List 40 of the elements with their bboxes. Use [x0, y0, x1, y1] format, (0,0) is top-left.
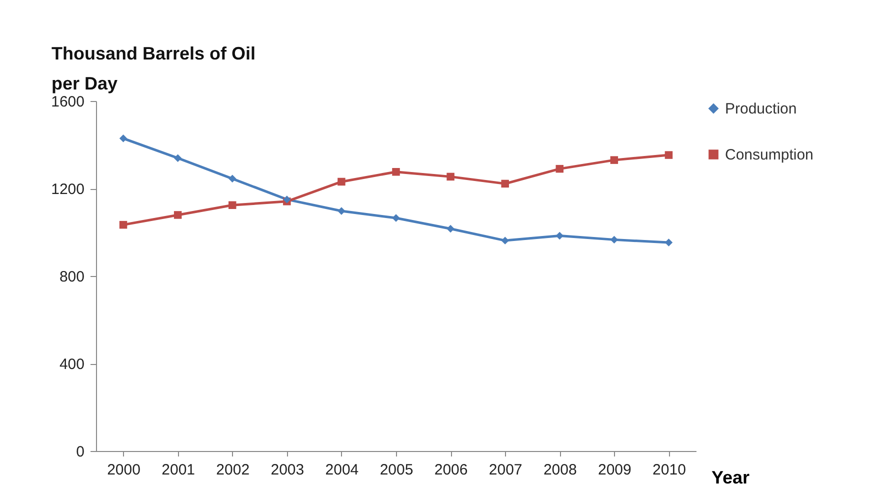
point: [446, 224, 454, 233]
x-tick-label: 2007: [488, 462, 522, 478]
y-tick-label: 1200: [51, 181, 84, 198]
point: [174, 154, 182, 162]
x-tick-label: 2001: [162, 462, 196, 478]
point: [664, 238, 673, 246]
y-tick-label: 800: [59, 268, 84, 286]
legend-label: Production: [725, 100, 797, 118]
x-tick-label: 2010: [652, 462, 686, 478]
point: [174, 211, 182, 219]
x-tick-label: 2002: [216, 462, 250, 478]
point: [610, 156, 618, 164]
x-tick-label: 2008: [543, 462, 577, 478]
point: [446, 172, 454, 181]
legend-label: Consumption: [725, 146, 814, 164]
point: [228, 201, 236, 209]
point: [501, 236, 509, 244]
point: [228, 174, 236, 183]
y-tick-label: 1600: [51, 94, 84, 110]
y-axis-title: Thousand Barrels of Oil per Day: [52, 44, 256, 94]
point: [338, 178, 346, 186]
point: [338, 207, 346, 215]
x-tick-label: 2009: [598, 462, 632, 478]
point: [119, 220, 128, 229]
y-tick-label: 0: [76, 444, 84, 460]
x-tick-label: 2006: [434, 462, 468, 478]
point: [392, 214, 400, 222]
point: [501, 180, 509, 188]
x-tick-label: 2003: [270, 462, 304, 478]
point: [664, 151, 673, 159]
point: [556, 164, 564, 173]
x-tick-label: 2005: [380, 462, 414, 478]
x-tick-label: 2004: [325, 462, 359, 478]
point: [610, 236, 618, 244]
point: [556, 232, 564, 240]
y-tick-label: 400: [59, 356, 84, 373]
point: [392, 168, 400, 176]
point: [119, 134, 128, 142]
x-tick-label: 2000: [107, 462, 140, 478]
x-axis-title: Year: [712, 468, 750, 488]
